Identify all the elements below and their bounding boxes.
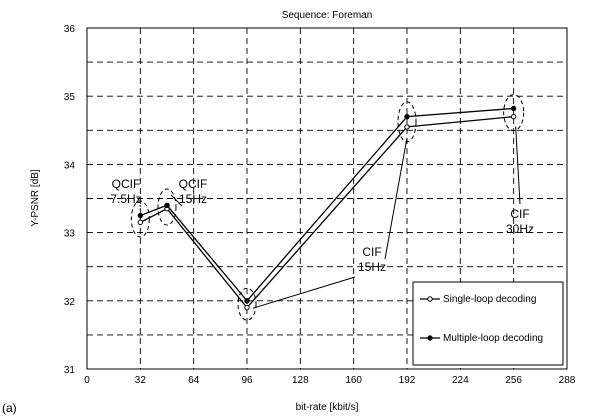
data-point (244, 304, 250, 311)
annotation-leader (170, 194, 183, 207)
chart-title: Sequence: Foreman (282, 10, 373, 21)
x-tick-label: 192 (399, 375, 416, 386)
y-tick-label: 31 (64, 365, 76, 376)
x-tick-label: 288 (559, 375, 576, 386)
x-tick-label: 32 (135, 375, 147, 386)
x-tick-label: 160 (345, 375, 362, 386)
x-tick-label: 64 (188, 375, 200, 386)
tick-labels: 0 32 64 96 128 160 192 224 256 288 31 32 33 34 35 36 (64, 24, 576, 386)
annotation-leader (384, 137, 408, 260)
annotation-text: CIF (510, 207, 529, 221)
legend-marker-single (427, 296, 433, 302)
operating-point-ellipse (503, 94, 525, 132)
x-tick-label: 256 (505, 375, 522, 386)
data-point (137, 219, 144, 226)
y-tick-label: 34 (64, 160, 76, 171)
legend-box (412, 281, 564, 366)
x-tick-label: 0 (84, 375, 90, 386)
annotation-leader (252, 276, 356, 309)
data-point (404, 124, 410, 130)
y-tick-label: 36 (64, 24, 76, 35)
annotation-text: 7.5Hz (110, 192, 141, 206)
y-axis-title: Y-PSNR [dB] (30, 169, 41, 227)
series (137, 105, 517, 311)
panel-label: (a) (2, 401, 17, 415)
x-tick-label: 224 (452, 375, 469, 386)
y-tick-label: 32 (64, 297, 76, 308)
legend: Single-loop decoding Multiple-loop decod… (412, 281, 564, 366)
annotation-text: 15Hz (358, 260, 386, 274)
y-tick-label: 33 (64, 229, 76, 240)
data-point (404, 113, 410, 120)
data-point (510, 113, 517, 120)
legend-marker-multiple (427, 335, 433, 341)
annotation-text: 30Hz (506, 222, 534, 236)
legend-label-single: Single-loop decoding (443, 294, 536, 305)
x-tick-label: 96 (241, 375, 253, 386)
operating-point-ellipse (157, 188, 177, 226)
annotation-text: 15Hz (179, 192, 207, 206)
annotation-text: CIF (362, 245, 381, 259)
x-axis-title: bit-rate [kbit/s] (296, 402, 359, 413)
plot-frame (86, 27, 568, 370)
y-tick-label: 35 (64, 92, 76, 103)
data-point (137, 212, 144, 219)
operating-point-ellipse (397, 101, 417, 143)
annotation-text: QCIF (179, 177, 208, 191)
operating-point-ellipse (130, 200, 150, 238)
annotation-text: QCIF (112, 177, 141, 191)
data-point (244, 298, 250, 304)
x-tick-label: 128 (292, 375, 309, 386)
series-line-0 (140, 116, 514, 309)
annotation-leader (515, 126, 521, 205)
data-point (510, 105, 517, 112)
operating-point-ellipse (237, 287, 257, 321)
data-point (164, 202, 170, 209)
legend-label-multiple: Multiple-loop decoding (443, 333, 543, 344)
